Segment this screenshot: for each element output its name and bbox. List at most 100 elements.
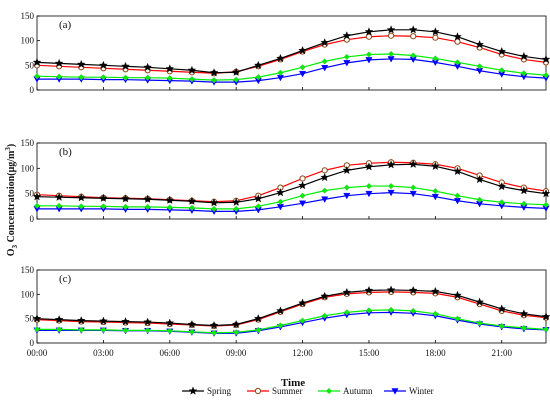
data-point-spring	[475, 40, 484, 49]
data-point-spring	[541, 189, 550, 198]
data-point-autumn	[144, 327, 151, 334]
data-point-spring	[99, 316, 108, 325]
data-point-autumn	[432, 55, 439, 62]
data-point-autumn	[122, 327, 129, 334]
data-point-autumn	[299, 192, 306, 199]
data-point-summer	[454, 38, 461, 45]
data-point-spring	[497, 182, 507, 191]
x-tick-label: 15:00	[359, 348, 380, 358]
data-point-spring	[475, 174, 484, 184]
data-point-autumn	[387, 50, 395, 58]
data-point-spring	[475, 297, 484, 306]
x-axis-label: Time	[281, 377, 305, 389]
x-tick-label: 21:00	[491, 348, 512, 358]
data-point-autumn	[299, 317, 306, 324]
data-point-autumn	[277, 69, 284, 76]
legend-item-winter: Winter	[384, 386, 434, 396]
data-point-spring	[298, 180, 307, 190]
data-point-spring	[209, 198, 219, 207]
data-point-spring	[497, 46, 507, 56]
x-tick-label: 03:00	[93, 348, 114, 358]
series-spring	[32, 25, 550, 77]
data-point-spring	[408, 159, 418, 168]
data-point-spring	[121, 317, 130, 326]
series-line-summer	[36, 35, 547, 74]
data-point-autumn	[255, 203, 262, 210]
data-point-autumn	[542, 326, 550, 333]
data-point-autumn	[55, 73, 63, 80]
data-point-spring	[165, 195, 175, 204]
legend-swatch-marker	[325, 387, 333, 395]
data-point-spring	[320, 38, 330, 47]
data-point-autumn	[365, 182, 373, 190]
data-point-spring	[453, 166, 462, 176]
y-tick-label: 0	[30, 214, 35, 224]
data-point-spring	[209, 320, 219, 330]
data-point-spring	[121, 194, 130, 203]
data-point-autumn	[321, 187, 328, 194]
data-point-spring	[431, 286, 440, 296]
data-point-spring	[497, 304, 507, 313]
data-point-summer	[432, 34, 439, 41]
data-point-autumn	[542, 201, 550, 208]
data-point-autumn	[78, 74, 85, 81]
data-point-autumn	[210, 205, 218, 213]
series-line-autumn	[37, 309, 547, 334]
data-point-summer	[387, 32, 395, 39]
data-point-spring	[253, 60, 263, 70]
data-point-autumn	[255, 74, 262, 81]
panel-2: 0 50 100 150 (b)	[21, 138, 550, 224]
legend-swatch-marker	[188, 386, 198, 395]
data-point-spring	[320, 172, 330, 182]
panel-frame	[36, 269, 547, 344]
data-point-spring	[253, 314, 263, 323]
data-point-spring	[165, 318, 175, 327]
data-point-autumn	[476, 319, 483, 327]
data-point-spring	[32, 192, 42, 201]
panel-1: 0 50 100 150 (a)	[21, 11, 550, 95]
y-tick-label: 150	[21, 138, 35, 148]
data-point-autumn	[454, 192, 461, 199]
y-tick-label: 100	[21, 36, 35, 46]
data-point-winter	[299, 70, 307, 78]
data-point-spring	[32, 57, 42, 67]
data-point-autumn	[33, 73, 41, 80]
data-point-spring	[364, 162, 374, 171]
data-point-spring	[187, 196, 197, 205]
data-point-spring	[342, 165, 352, 175]
data-point-spring	[298, 45, 307, 55]
data-point-autumn	[365, 307, 373, 314]
series-line-spring	[36, 163, 547, 204]
data-point-spring	[209, 68, 219, 77]
panel-frame	[36, 142, 547, 220]
data-point-autumn	[321, 58, 328, 65]
series-spring	[32, 285, 550, 330]
data-point-spring	[276, 53, 285, 63]
data-point-spring	[386, 285, 396, 294]
legend-item-summer: Summer	[247, 386, 303, 396]
data-point-spring	[143, 317, 152, 326]
data-point-autumn	[343, 53, 350, 61]
data-point-autumn	[210, 329, 218, 336]
data-point-spring	[276, 306, 285, 315]
y-tick-label: 50	[25, 189, 35, 199]
data-point-spring	[453, 290, 462, 299]
legend-swatch-marker	[391, 388, 399, 395]
panels-layer: 0 50 100 150 (a) 0 50 100 150 (b) 0 50 100 150 00:00 03…	[21, 11, 550, 358]
series-line-winter	[37, 192, 547, 212]
data-point-autumn	[55, 326, 63, 333]
data-point-autumn	[233, 76, 240, 83]
data-point-autumn	[454, 315, 461, 322]
data-point-winter	[321, 65, 329, 72]
data-point-autumn	[233, 205, 240, 213]
data-point-winter	[321, 196, 329, 203]
data-point-spring	[453, 32, 462, 41]
data-point-summer	[365, 33, 373, 40]
data-point-summer	[321, 167, 328, 174]
series-autumn	[33, 306, 550, 336]
data-point-autumn	[33, 202, 41, 209]
series-line-spring	[36, 289, 547, 327]
data-point-autumn	[100, 326, 107, 334]
data-point-summer	[410, 33, 417, 40]
